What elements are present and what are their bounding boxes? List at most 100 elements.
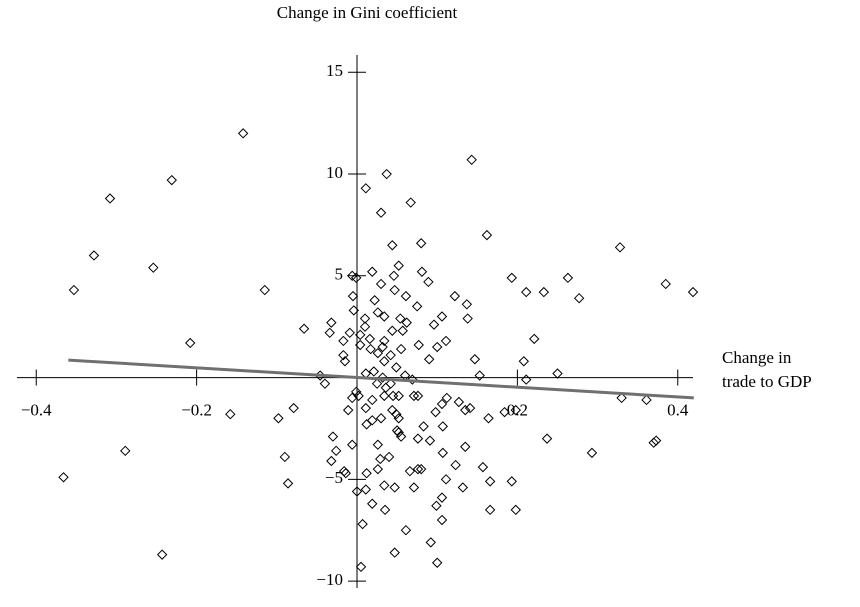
point xyxy=(344,327,355,339)
point xyxy=(453,396,465,408)
point xyxy=(361,468,372,479)
point xyxy=(156,549,168,560)
point xyxy=(369,295,380,306)
point xyxy=(185,337,196,349)
y-tick-label: −10 xyxy=(316,570,343,589)
point xyxy=(385,349,396,361)
point xyxy=(357,518,368,530)
point xyxy=(339,356,351,367)
point xyxy=(431,341,443,353)
point xyxy=(288,402,299,414)
point xyxy=(430,406,441,418)
point xyxy=(375,207,387,218)
trend-line xyxy=(68,358,694,400)
point xyxy=(379,311,390,322)
point xyxy=(88,250,100,261)
point xyxy=(395,313,406,324)
point xyxy=(400,290,412,302)
point xyxy=(418,421,429,432)
point xyxy=(348,305,360,316)
point xyxy=(367,266,378,277)
point xyxy=(562,272,574,284)
point xyxy=(437,421,449,432)
point xyxy=(506,272,517,284)
point xyxy=(326,455,337,467)
point xyxy=(360,183,372,194)
point xyxy=(372,463,384,475)
point xyxy=(413,339,424,351)
point xyxy=(375,453,386,465)
point xyxy=(360,484,372,495)
point xyxy=(520,374,532,385)
point xyxy=(428,319,440,330)
point xyxy=(538,286,550,298)
point xyxy=(379,335,390,347)
point xyxy=(319,378,331,389)
point xyxy=(484,504,496,516)
point xyxy=(391,408,402,420)
point xyxy=(552,368,563,379)
point xyxy=(355,329,366,341)
x-tick-label: 0.2 xyxy=(507,400,528,419)
point xyxy=(372,307,384,318)
point xyxy=(436,311,448,322)
point xyxy=(361,419,372,430)
point xyxy=(440,335,452,347)
point xyxy=(68,284,80,296)
point xyxy=(431,557,443,568)
point xyxy=(355,561,367,573)
point xyxy=(412,463,424,475)
point xyxy=(338,349,349,361)
point xyxy=(436,492,448,503)
point xyxy=(460,404,471,416)
point xyxy=(415,238,427,249)
point xyxy=(469,354,481,365)
point xyxy=(462,313,473,324)
point xyxy=(326,317,337,328)
point xyxy=(359,321,371,332)
point xyxy=(499,406,510,418)
y-tick-label: 10 xyxy=(326,163,343,182)
point xyxy=(120,445,131,457)
point xyxy=(450,459,461,471)
point xyxy=(483,413,494,424)
point xyxy=(273,413,284,424)
point xyxy=(412,433,424,444)
point xyxy=(648,437,659,448)
point xyxy=(616,392,627,404)
point xyxy=(573,292,585,304)
point xyxy=(449,290,461,302)
point xyxy=(372,439,384,450)
point xyxy=(404,465,416,477)
point xyxy=(387,240,398,251)
point xyxy=(466,154,477,166)
point xyxy=(375,278,387,290)
point xyxy=(520,286,532,298)
point xyxy=(477,461,489,473)
point xyxy=(377,372,388,383)
point xyxy=(367,394,378,406)
point xyxy=(379,356,390,367)
x-tick-label: −0.4 xyxy=(21,400,52,419)
point xyxy=(393,427,404,438)
point xyxy=(375,413,387,424)
point xyxy=(425,537,436,548)
point xyxy=(687,286,699,298)
point xyxy=(347,290,359,302)
point xyxy=(367,498,378,509)
point xyxy=(423,276,434,288)
point xyxy=(166,174,177,186)
point xyxy=(379,504,391,516)
point xyxy=(436,514,448,526)
point xyxy=(351,486,363,497)
point xyxy=(387,390,399,402)
point xyxy=(457,482,469,493)
point xyxy=(400,524,412,536)
point xyxy=(506,476,517,487)
point xyxy=(481,229,493,241)
point xyxy=(388,270,400,282)
point xyxy=(391,362,402,373)
point xyxy=(340,468,351,479)
point xyxy=(389,482,400,493)
